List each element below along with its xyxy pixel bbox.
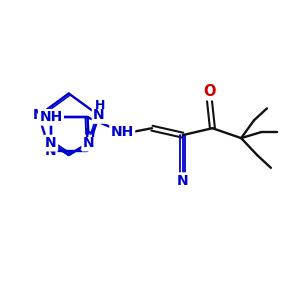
Text: N: N [33,108,44,122]
Text: H: H [95,99,105,112]
Text: N: N [45,136,57,150]
Text: N: N [83,136,94,150]
Text: NH: NH [111,125,134,139]
Text: N: N [177,174,188,188]
Text: NH: NH [39,110,63,124]
Text: O: O [203,84,216,99]
Text: H: H [84,127,95,140]
Text: N: N [93,108,105,122]
Text: N: N [44,144,56,158]
